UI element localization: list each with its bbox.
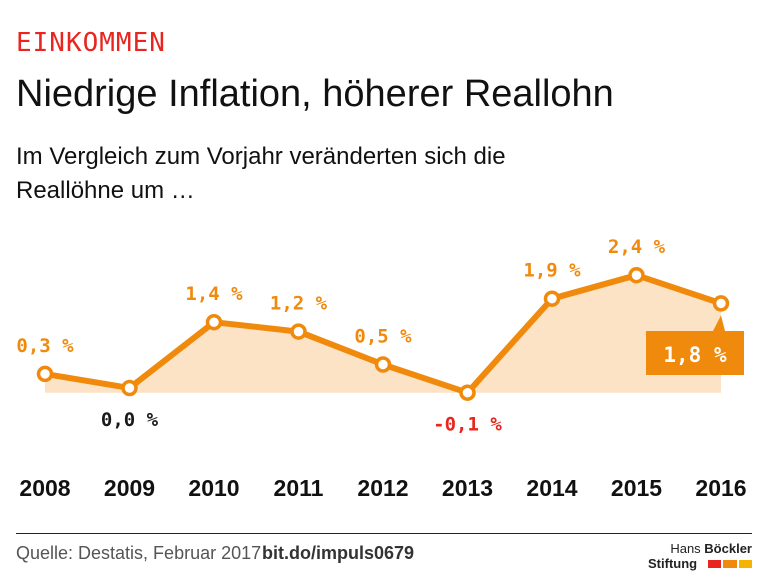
footer-divider [16, 533, 752, 534]
data-label-2010: 1,4 % [185, 283, 243, 305]
source-link[interactable]: bit.do/impuls0679 [262, 543, 415, 563]
data-label-2008: 0,3 % [16, 335, 74, 357]
data-label-2013: -0,1 % [433, 414, 502, 436]
data-label-2009: 0,0 % [101, 409, 159, 431]
x-tick-2010: 2010 [188, 475, 239, 501]
logo-color-bars [708, 560, 752, 568]
logo-bar-orange [723, 560, 737, 568]
x-tick-2014: 2014 [526, 475, 577, 501]
reallohn-line-chart: 0,3 % 0,0 % 1,4 % 1,2 % 0,5 % -0,1 % 1,9 % 2,4 … [16, 236, 746, 501]
data-label-2014: 1,9 % [523, 260, 581, 282]
logo-line-1: Hans Böckler [670, 541, 752, 556]
data-point-2014 [543, 290, 561, 307]
data-label-2015: 2,4 % [608, 236, 666, 258]
x-tick-2013: 2013 [442, 475, 493, 501]
subtitle: Im Vergleich zum Vorjahr veränderten sic… [16, 143, 506, 204]
data-point-2009 [121, 379, 138, 397]
data-point-2016 [712, 295, 730, 312]
hans-boeckler-logo: Hans Böckler Stiftung [648, 541, 752, 573]
data-point-2010 [205, 313, 223, 331]
x-tick-2008: 2008 [19, 475, 70, 501]
data-label-2016: 1,8 % [663, 343, 727, 367]
x-tick-2016: 2016 [695, 475, 746, 501]
data-point-2012 [374, 356, 392, 373]
data-point-2015 [628, 266, 645, 284]
x-tick-2009: 2009 [104, 475, 155, 501]
data-point-2013 [459, 384, 476, 401]
callout-box [646, 315, 744, 375]
highlight-callout: 1,8 % [646, 315, 744, 375]
page-title: Niedrige Inflation, höherer Reallohn [16, 73, 614, 115]
data-point-2008 [36, 365, 54, 383]
logo-line-2: Stiftung [648, 556, 698, 571]
logo-bar-red [708, 560, 722, 568]
data-label-2011: 1,2 % [270, 293, 328, 315]
data-label-2012: 0,5 % [354, 326, 412, 348]
logo-bar-yellow [738, 560, 752, 568]
kicker: EINKOMMEN [16, 28, 166, 58]
x-tick-2012: 2012 [357, 475, 408, 501]
x-tick-2011: 2011 [274, 475, 324, 501]
source-note: Quelle: Destatis, Februar 2017 [16, 543, 262, 563]
x-tick-2015: 2015 [611, 475, 662, 501]
data-point-2011 [290, 323, 307, 340]
